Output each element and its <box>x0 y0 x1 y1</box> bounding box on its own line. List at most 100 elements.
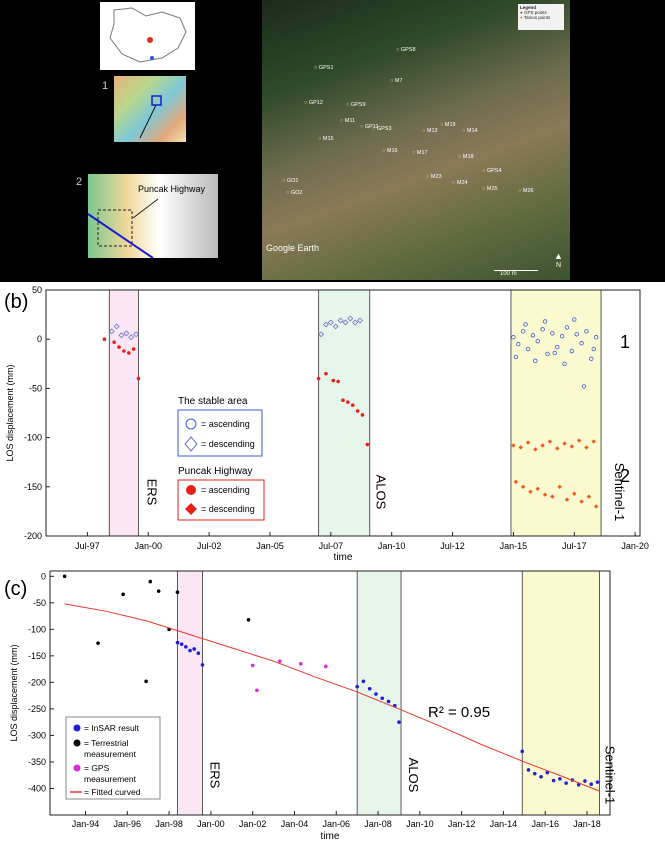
plot-frame <box>45 289 641 537</box>
data-point <box>525 440 531 445</box>
chart-b: 50 0 -50 -100 -150 -200 Jul-97 Jan-00 Jul-02 Jan-… <box>4 285 649 563</box>
data-point <box>516 341 521 347</box>
legend-open-diamond-icon <box>184 436 198 452</box>
legend-stable-title: The stable area <box>178 396 248 407</box>
data-point <box>128 334 135 341</box>
map-legend: Legend ● GPS points ● Tamos points <box>518 4 564 30</box>
data-point <box>341 398 345 403</box>
data-point <box>526 768 531 772</box>
data-point <box>550 331 555 336</box>
point-label: ○ M16 <box>382 148 398 154</box>
y-tick-label: -250 <box>28 704 46 714</box>
data-point <box>589 782 593 787</box>
data-point <box>123 330 130 337</box>
data-point <box>535 486 540 491</box>
x-tick-label: Jan-05 <box>256 541 284 551</box>
data-point <box>397 720 401 724</box>
data-point <box>250 663 255 668</box>
data-point <box>545 770 550 775</box>
data-point <box>117 345 121 349</box>
data-point <box>518 445 523 450</box>
y-tick-label: -200 <box>28 677 46 687</box>
period-band <box>108 289 139 537</box>
y-tick-label: -400 <box>28 783 46 793</box>
x-tick-label: Jul-12 <box>440 541 465 551</box>
data-point <box>131 347 136 351</box>
legend-tamos: Tamos points <box>523 15 551 20</box>
data-point <box>184 645 188 649</box>
data-point <box>355 684 359 689</box>
data-point <box>136 376 141 381</box>
y-tick-label: 0 <box>37 334 42 344</box>
gps-point-icon: ● <box>520 10 523 15</box>
y-tick-label: -200 <box>24 531 42 541</box>
point-label: ○ GPS9 <box>346 102 366 108</box>
inset-map-1 <box>114 76 186 142</box>
y-tick-label: -100 <box>24 433 42 443</box>
point-label: ○ GPS3 <box>372 126 392 132</box>
north-label: N <box>556 262 562 269</box>
data-point <box>530 333 536 338</box>
data-point <box>572 317 577 322</box>
y-tick-label: -50 <box>33 598 46 608</box>
legend-gps-2: measurement <box>84 774 137 784</box>
data-point <box>318 331 325 338</box>
marker-1: 1 <box>102 80 109 92</box>
legend-open-circle-icon <box>185 418 197 430</box>
point-label: ○ M15 <box>318 136 334 142</box>
data-point <box>374 692 378 696</box>
group-label: 1 <box>620 332 630 352</box>
data-point <box>126 351 131 355</box>
legend-title: Legend <box>520 5 537 10</box>
data-point <box>327 319 334 326</box>
y-tick-label: -300 <box>28 730 46 740</box>
marker-2: 2 <box>76 176 83 188</box>
point-label: ○ M26 <box>518 188 534 194</box>
data-point <box>586 494 592 499</box>
highway-label: Puncak Highway <box>138 184 206 194</box>
data-point <box>555 344 560 350</box>
data-point <box>331 378 336 383</box>
y-tick-label: 0 <box>41 571 46 581</box>
data-point <box>547 439 553 444</box>
legend-fitted: = Fitted curved <box>84 787 141 797</box>
data-point <box>122 349 126 353</box>
data-point <box>367 686 372 691</box>
data-point <box>324 371 328 376</box>
data-point <box>551 778 556 783</box>
data-point <box>62 574 67 579</box>
panel-label: (b) <box>4 291 28 313</box>
legend-terrestrial-icon <box>73 739 81 747</box>
data-point <box>564 781 568 785</box>
legend-box <box>65 716 161 800</box>
period-label: ERS <box>208 762 223 789</box>
legend-insar-icon <box>73 724 81 732</box>
data-point <box>564 325 570 330</box>
x-tick-label: Jan-94 <box>72 819 100 829</box>
legend-puncak-asc: = ascending <box>201 485 250 495</box>
point-label: ○ M17 <box>412 150 428 156</box>
data-point <box>555 446 560 451</box>
x-tick-label: Jan-96 <box>114 819 142 829</box>
point-label: ○ GPS4 <box>482 168 502 174</box>
data-point <box>121 592 125 597</box>
point-label: ○ M18 <box>458 154 474 160</box>
point-label: ○ M23 <box>426 174 442 180</box>
data-point <box>342 319 349 326</box>
data-point <box>520 484 526 489</box>
data-point <box>156 589 161 593</box>
x-tick-label: Jul-07 <box>319 541 344 551</box>
point-label: ○ M11 <box>340 118 356 124</box>
data-point <box>520 749 525 754</box>
panel-label: (c) <box>4 578 27 600</box>
data-point <box>533 358 538 364</box>
data-point <box>337 317 344 324</box>
legend-stable-desc: = descending <box>201 439 255 449</box>
y-tick-label: 50 <box>32 285 42 295</box>
data-point <box>545 351 550 357</box>
data-point <box>535 338 540 344</box>
period-label: Sentinel-1 <box>612 463 627 522</box>
data-point <box>278 659 282 663</box>
data-point <box>574 332 579 337</box>
x-tick-label: Jul-02 <box>197 541 222 551</box>
